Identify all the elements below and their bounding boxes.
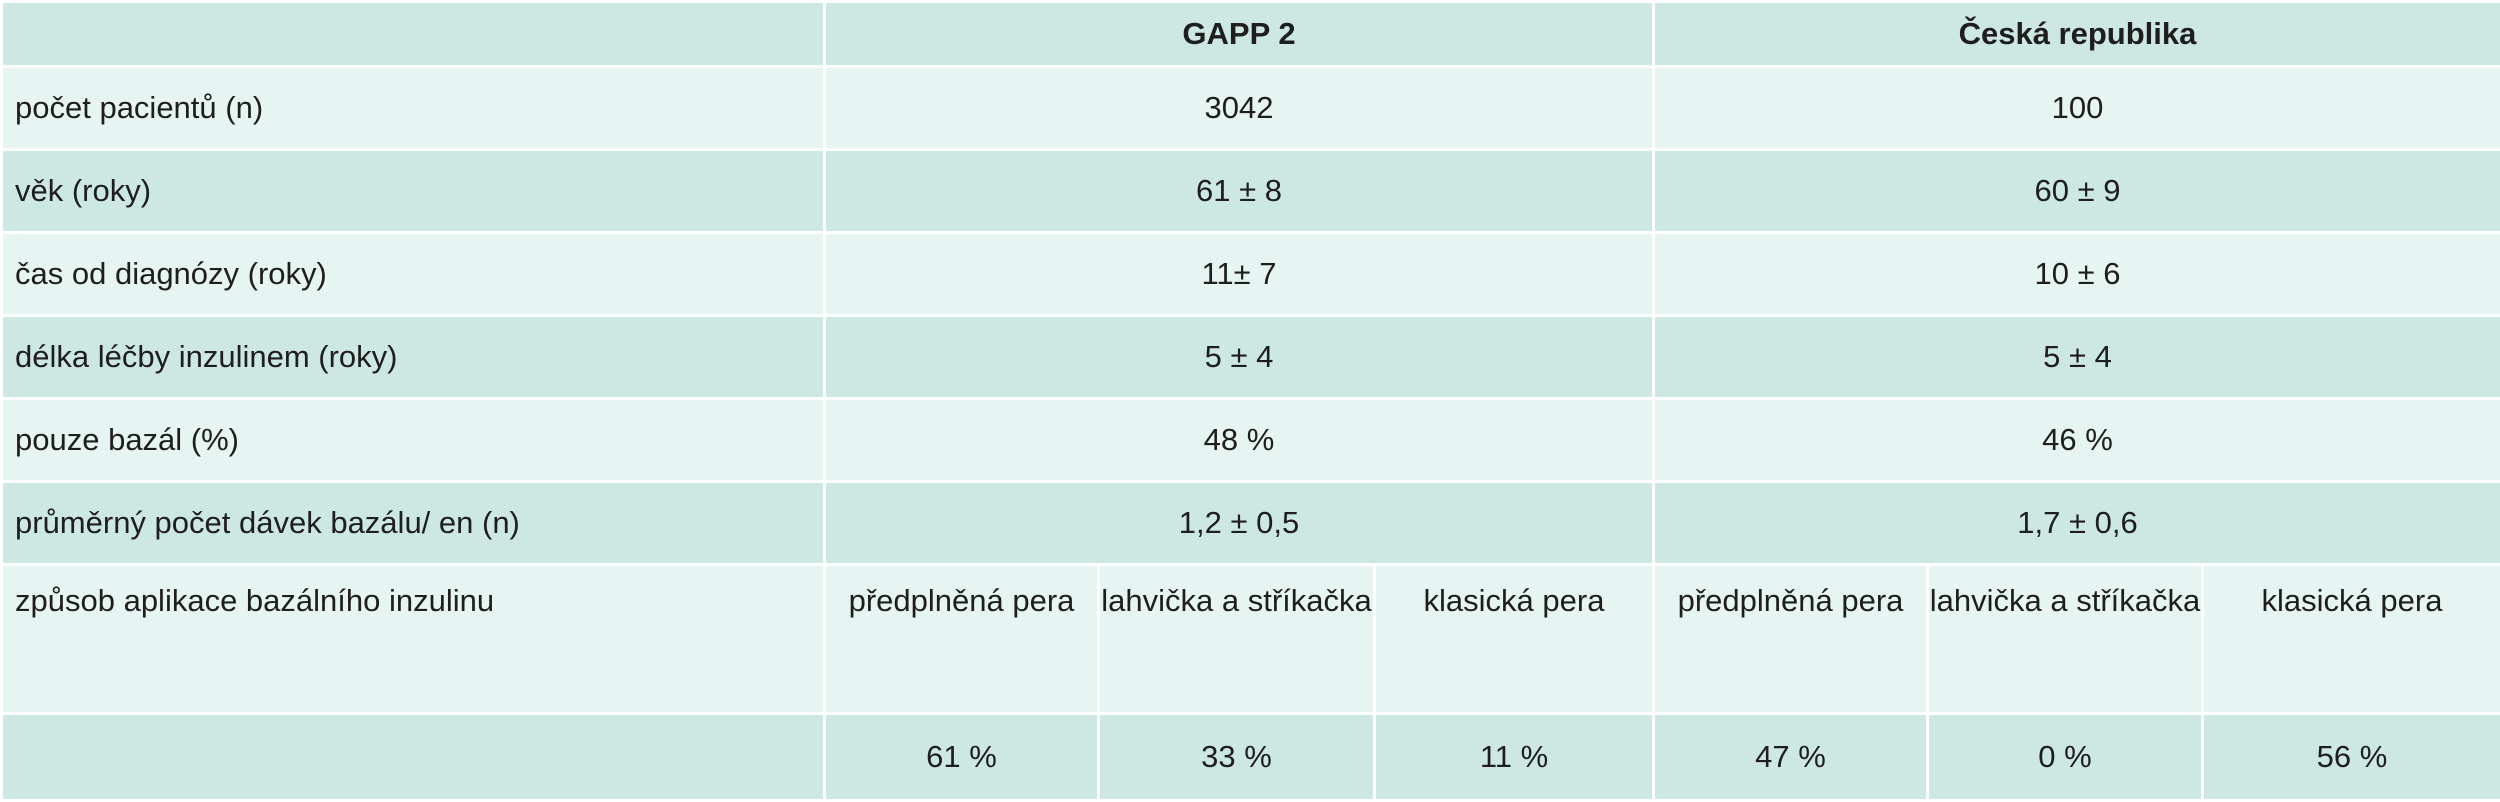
- cz-vial-syringe: lahvička a stříkačka: [1928, 565, 2203, 714]
- header-corner: [2, 2, 825, 67]
- table-row: pouze bazál (%) 48 % 46 %: [2, 399, 2500, 482]
- header-gapp2: GAPP 2: [825, 2, 1654, 67]
- gapp2-prefilled-pens: předplněná pera: [825, 565, 1099, 714]
- header-czech-republic: Česká republika: [1654, 2, 2500, 67]
- row-label: průměrný počet dávek bazálu/ en (n): [2, 482, 825, 565]
- cz-value: 60 ± 9: [1654, 150, 2500, 233]
- table-row: čas od diagnózy (roky) 11± 7 10 ± 6: [2, 233, 2500, 316]
- method-percent-label: [2, 714, 825, 801]
- table-row: počet pacientů (n) 3042 100: [2, 67, 2500, 150]
- header-row: GAPP 2 Česká republika: [2, 2, 2500, 67]
- cz-value: 1,7 ± 0,6: [1654, 482, 2500, 565]
- gapp2-value: 3042: [825, 67, 1654, 150]
- gapp2-prefilled-percent: 61 %: [825, 714, 1099, 801]
- cz-classic-percent: 56 %: [2203, 714, 2500, 801]
- gapp2-value: 1,2 ± 0,5: [825, 482, 1654, 565]
- cz-value: 5 ± 4: [1654, 316, 2500, 399]
- gapp2-classic-pens: klasická pera: [1375, 565, 1654, 714]
- method-row: způsob aplikace bazálního inzulinu předp…: [2, 565, 2500, 714]
- row-label: pouze bazál (%): [2, 399, 825, 482]
- gapp2-value: 61 ± 8: [825, 150, 1654, 233]
- cz-prefilled-pens: předplněná pera: [1654, 565, 1928, 714]
- cz-vial-percent: 0 %: [1928, 714, 2203, 801]
- cz-value: 10 ± 6: [1654, 233, 2500, 316]
- gapp2-vial-percent: 33 %: [1099, 714, 1375, 801]
- method-label: způsob aplikace bazálního inzulinu: [2, 565, 825, 714]
- row-label: věk (roky): [2, 150, 825, 233]
- cz-value: 100: [1654, 67, 2500, 150]
- gapp2-classic-percent: 11 %: [1375, 714, 1654, 801]
- method-percent-row: 61 % 33 % 11 % 47 % 0 % 56 %: [2, 714, 2500, 801]
- row-label: čas od diagnózy (roky): [2, 233, 825, 316]
- gapp2-vial-syringe: lahvička a stříkačka: [1099, 565, 1375, 714]
- cz-value: 46 %: [1654, 399, 2500, 482]
- table-row: věk (roky) 61 ± 8 60 ± 9: [2, 150, 2500, 233]
- row-label: délka léčby inzulinem (roky): [2, 316, 825, 399]
- cz-prefilled-percent: 47 %: [1654, 714, 1928, 801]
- gapp2-value: 48 %: [825, 399, 1654, 482]
- gapp2-value: 11± 7: [825, 233, 1654, 316]
- table-row: průměrný počet dávek bazálu/ en (n) 1,2 …: [2, 482, 2500, 565]
- gapp2-value: 5 ± 4: [825, 316, 1654, 399]
- table-row: délka léčby inzulinem (roky) 5 ± 4 5 ± 4: [2, 316, 2500, 399]
- row-label: počet pacientů (n): [2, 67, 825, 150]
- cz-classic-pens: klasická pera: [2203, 565, 2500, 714]
